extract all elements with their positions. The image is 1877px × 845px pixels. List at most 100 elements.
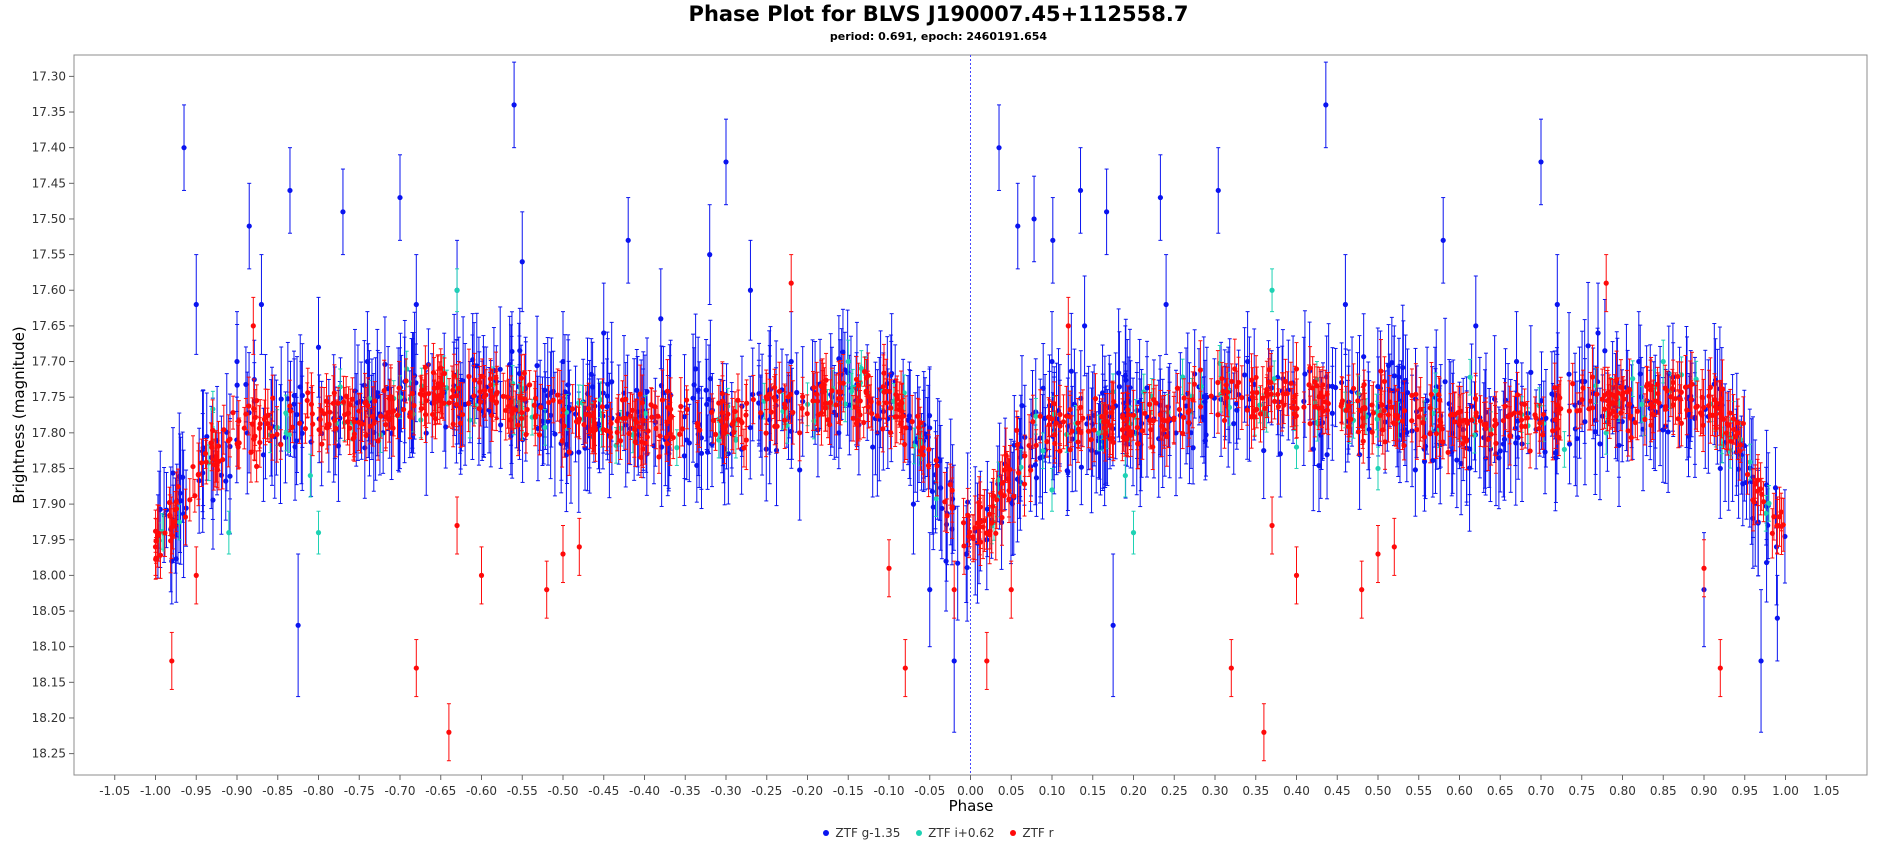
i-point [542, 409, 548, 446]
g-point-point [1245, 358, 1251, 365]
g-point-point [1324, 452, 1330, 458]
g-point [1116, 308, 1122, 438]
g-point-point [204, 433, 210, 440]
r-point-point [1051, 401, 1058, 407]
g-point-point [797, 467, 803, 473]
g-point [1110, 553, 1116, 698]
g-point-point [258, 301, 265, 308]
i-point-point [283, 410, 289, 416]
g-point [1204, 346, 1210, 448]
g-point-point [295, 622, 301, 628]
i-point [315, 510, 322, 555]
g-point-point [1566, 441, 1573, 447]
g-point-point [1597, 441, 1603, 447]
g-point [1329, 347, 1336, 426]
g-point [955, 505, 961, 621]
i-point-point [226, 530, 232, 536]
g-point-point [1050, 237, 1056, 243]
g-point-point [907, 425, 913, 431]
g-point-point [686, 440, 692, 446]
g-point [1050, 197, 1056, 284]
g-point-point [1554, 301, 1560, 308]
g-point-point [1391, 373, 1397, 379]
i-point [1269, 268, 1275, 313]
i-point-point [1660, 358, 1666, 365]
i-point [1630, 360, 1636, 398]
i-point-point [315, 530, 322, 536]
g-point-point [287, 187, 293, 194]
g-point [295, 553, 301, 698]
g-point-point [1215, 187, 1221, 194]
g-point [1183, 347, 1189, 465]
i-point-point [1603, 430, 1609, 436]
g-point-point [1500, 441, 1506, 447]
i-point-point [1096, 430, 1102, 436]
i-point-point [1165, 409, 1171, 415]
g-point [625, 197, 631, 284]
g-point-point [1183, 403, 1189, 409]
g-point-point [690, 395, 696, 401]
g-point-point [1329, 383, 1336, 389]
g-point-point [681, 414, 688, 420]
g-point-point [1396, 374, 1402, 380]
i-point-point [467, 417, 473, 423]
g-point-point [1602, 348, 1608, 354]
g-point-point [1442, 379, 1448, 385]
g-point [905, 375, 911, 466]
g-point-point [704, 401, 710, 408]
g-point-point [1277, 451, 1283, 457]
i-point-point [716, 437, 722, 443]
g-point-point [534, 363, 540, 369]
g-point-point [193, 301, 199, 308]
i-point [307, 453, 313, 498]
g-point-point [218, 472, 225, 478]
i-point [1467, 358, 1473, 396]
i-point-point [1471, 432, 1477, 438]
g-point-point [756, 400, 762, 406]
i-point-point [1033, 413, 1039, 419]
i-point-point [1639, 401, 1645, 407]
i-point [933, 480, 939, 517]
g-point-point [1078, 464, 1084, 470]
g-point-point [517, 348, 523, 354]
g-point-point [601, 330, 607, 336]
i-point-point [642, 410, 649, 417]
g-point-point [955, 560, 961, 566]
g-point-point [747, 424, 753, 431]
r-point-point [1409, 392, 1415, 398]
g-point-point [292, 444, 298, 450]
r-point-point [278, 441, 284, 448]
g-point [1774, 574, 1780, 662]
g-point [1758, 589, 1764, 733]
i-point-point [1122, 472, 1128, 479]
i-point-point [911, 443, 917, 449]
g-point-point [234, 358, 240, 365]
g-point-point [413, 380, 419, 386]
g-point [246, 182, 252, 270]
i-point [911, 427, 917, 465]
i-point [845, 339, 851, 384]
g-point [907, 370, 913, 486]
i-point [1374, 400, 1380, 438]
i-point [842, 385, 848, 423]
g-point-point [1528, 369, 1534, 375]
g-point-point [1585, 343, 1591, 349]
g-point-point [1323, 102, 1329, 108]
chart-title: Phase Plot for BLVS J190007.45+112558.7 [688, 2, 1189, 26]
g-point-point [927, 587, 933, 593]
g-point-point [1342, 301, 1348, 308]
g-point-point [397, 194, 403, 201]
g-point-point [315, 344, 322, 350]
g-point-point [497, 366, 503, 372]
g-point-point [545, 392, 551, 399]
g-point [258, 254, 265, 355]
g-point-point [707, 376, 713, 382]
g-point-point [565, 382, 571, 388]
g-point-point [938, 485, 944, 491]
g-point-point [576, 449, 582, 455]
i-point [1747, 443, 1753, 481]
g-point-point [1068, 368, 1074, 374]
i-point-point [1630, 376, 1636, 382]
g-point-point [227, 473, 233, 479]
g-point-point [285, 396, 291, 402]
